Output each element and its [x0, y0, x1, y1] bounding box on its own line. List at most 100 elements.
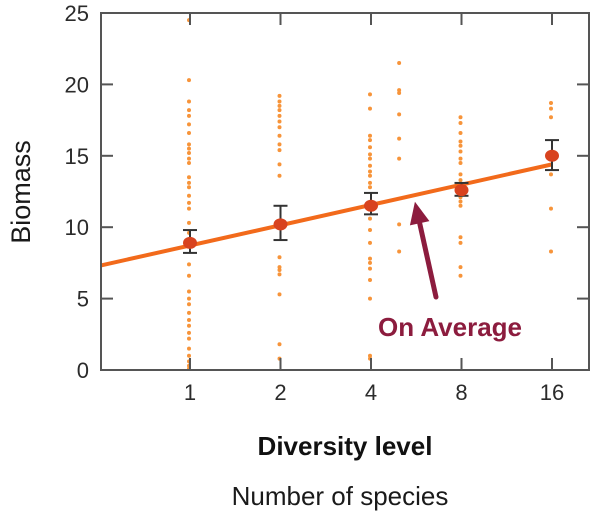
fit-line [100, 162, 553, 268]
data-point [458, 143, 463, 148]
data-point [368, 296, 372, 301]
data-point [458, 199, 463, 204]
data-point [187, 160, 191, 165]
data-point [458, 240, 463, 245]
data-point [187, 200, 191, 205]
data-point [187, 336, 191, 341]
data-point [187, 150, 191, 155]
data-point [397, 60, 402, 65]
y-axis-title: Biomass [6, 140, 36, 244]
data-point [549, 100, 553, 105]
data-point [368, 169, 372, 174]
data-point [277, 292, 282, 297]
data-point [187, 330, 191, 335]
data-point [397, 156, 402, 161]
x-tick-label: 8 [455, 380, 467, 405]
annotation-arrow-shaft [417, 220, 439, 300]
data-point [277, 119, 282, 124]
mean-point [545, 149, 559, 162]
data-point [458, 273, 463, 278]
data-point [277, 133, 282, 138]
data-point [549, 172, 553, 177]
data-point [187, 130, 191, 135]
data-point [277, 255, 282, 260]
data-point [458, 115, 463, 120]
y-tick-label: 0 [77, 358, 89, 383]
data-point [187, 289, 191, 294]
data-point [187, 146, 191, 151]
axes-layer: 0 5 10 15 20 25 1 2 4 8 16 [65, 1, 590, 405]
y-tick-label: 5 [77, 287, 89, 312]
data-point [277, 162, 282, 167]
data-point [549, 206, 553, 211]
data-point [187, 220, 191, 225]
data-point [458, 172, 463, 177]
data-point [187, 273, 191, 278]
data-point [187, 302, 191, 307]
data-point [368, 138, 372, 143]
data-point [187, 142, 191, 147]
data-point [458, 120, 463, 125]
data-point [187, 99, 191, 104]
data-point [368, 353, 372, 358]
data-point [458, 139, 463, 144]
mean-point [364, 199, 378, 212]
x-axis-subtitle: Number of species [232, 481, 449, 511]
data-point [277, 148, 282, 153]
data-point [277, 93, 282, 98]
data-point [187, 156, 191, 161]
x-tick-label: 16 [540, 380, 564, 405]
mean-point [273, 218, 288, 231]
y-tick-label: 25 [65, 1, 89, 26]
data-point [368, 185, 372, 190]
data-point [277, 113, 282, 118]
data-point [187, 296, 191, 301]
y-tick-label: 20 [65, 72, 89, 97]
data-point [368, 133, 372, 138]
data-point [458, 235, 463, 240]
data-point [187, 206, 191, 211]
x-tick-label: 2 [274, 380, 286, 405]
data-point [277, 108, 282, 113]
data-point [277, 125, 282, 130]
y-tick-label: 10 [65, 215, 89, 240]
x-tick-label: 1 [184, 380, 196, 405]
data-point [277, 173, 282, 178]
data-point [277, 103, 282, 108]
data-point [397, 136, 402, 141]
data-point [368, 266, 372, 271]
mean-point [454, 184, 469, 197]
data-point [187, 113, 191, 118]
data-point [277, 142, 282, 147]
data-point [187, 353, 191, 358]
data-point [549, 106, 553, 111]
data-point [549, 249, 553, 254]
data-point [187, 175, 191, 180]
annotation-text: On Average [378, 312, 522, 342]
data-point [458, 160, 463, 165]
data-point [458, 178, 463, 183]
data-point [368, 260, 372, 265]
data-point [397, 90, 402, 95]
data-point [397, 222, 402, 227]
data-point [277, 272, 282, 277]
data-point [187, 346, 191, 351]
data-point [277, 342, 282, 347]
data-point [368, 180, 372, 185]
x-axis-title: Diversity level [258, 431, 433, 461]
data-point [277, 265, 282, 270]
data-point [187, 310, 191, 315]
data-point [187, 108, 191, 113]
data-point [368, 278, 372, 283]
data-point [368, 163, 372, 168]
means-layer [183, 149, 559, 249]
data-point [187, 185, 191, 190]
data-point [368, 240, 372, 245]
data-point [368, 92, 372, 97]
plot-frame [100, 12, 590, 371]
data-point [368, 173, 372, 178]
x-tick-label: 4 [365, 380, 377, 405]
data-point [187, 262, 191, 267]
data-point [368, 256, 372, 261]
